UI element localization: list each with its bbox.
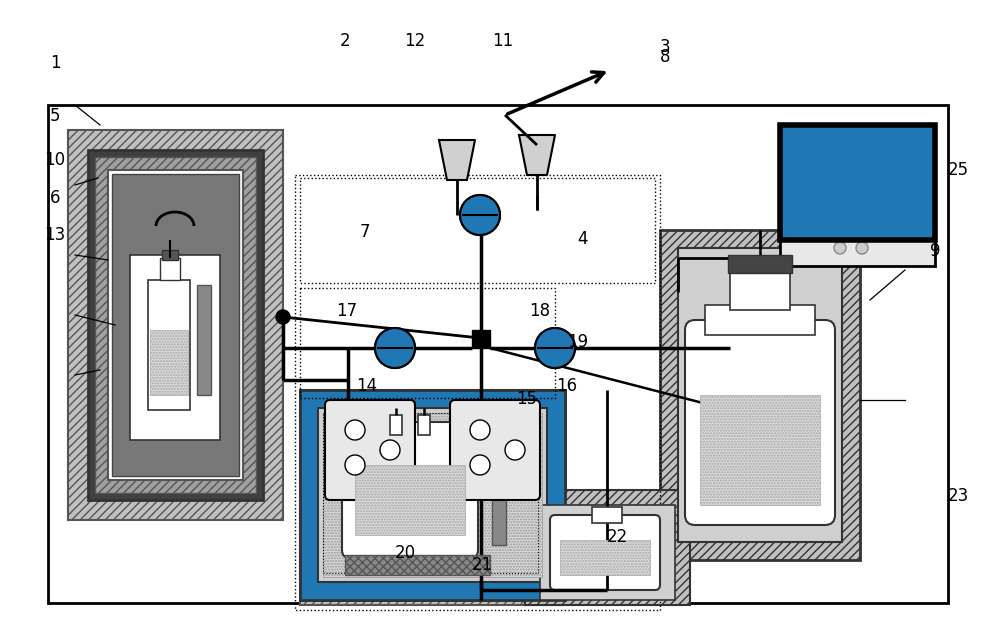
Bar bbox=[780, 125, 935, 240]
Polygon shape bbox=[439, 140, 475, 180]
Text: 11: 11 bbox=[492, 32, 514, 50]
Bar bbox=[355, 465, 465, 535]
Bar bbox=[130, 255, 220, 440]
Circle shape bbox=[460, 195, 500, 235]
Bar bbox=[68, 130, 283, 520]
Text: 22: 22 bbox=[606, 528, 628, 546]
Circle shape bbox=[345, 420, 365, 440]
Bar bbox=[728, 255, 792, 273]
Bar bbox=[88, 150, 263, 500]
Bar bbox=[300, 288, 555, 398]
Text: 19: 19 bbox=[567, 333, 589, 351]
Text: 14: 14 bbox=[356, 377, 378, 395]
Bar bbox=[462, 208, 498, 215]
Text: 2: 2 bbox=[340, 32, 350, 50]
Text: 13: 13 bbox=[44, 227, 66, 244]
Text: 16: 16 bbox=[556, 377, 578, 395]
Text: 3: 3 bbox=[660, 38, 670, 56]
Bar bbox=[48, 105, 948, 603]
Circle shape bbox=[380, 440, 400, 460]
Bar bbox=[525, 490, 690, 605]
Bar bbox=[700, 395, 820, 505]
Circle shape bbox=[505, 440, 525, 460]
FancyBboxPatch shape bbox=[550, 515, 660, 590]
Bar bbox=[160, 258, 180, 280]
Bar bbox=[148, 280, 190, 410]
Bar bbox=[390, 415, 402, 435]
Text: 20: 20 bbox=[394, 544, 416, 561]
Circle shape bbox=[834, 242, 846, 254]
Text: 12: 12 bbox=[404, 32, 426, 50]
Circle shape bbox=[856, 242, 868, 254]
Bar bbox=[112, 174, 239, 476]
Text: 5: 5 bbox=[50, 107, 60, 125]
Text: 4: 4 bbox=[577, 230, 587, 247]
Circle shape bbox=[470, 420, 490, 440]
Text: 9: 9 bbox=[930, 242, 940, 260]
Circle shape bbox=[535, 328, 575, 368]
Bar bbox=[472, 330, 490, 348]
Bar bbox=[678, 248, 842, 542]
Circle shape bbox=[460, 195, 500, 235]
Bar bbox=[162, 250, 178, 260]
FancyBboxPatch shape bbox=[342, 422, 478, 558]
Bar bbox=[323, 413, 538, 573]
Circle shape bbox=[276, 310, 290, 324]
FancyBboxPatch shape bbox=[685, 320, 835, 525]
Text: 18: 18 bbox=[529, 302, 551, 320]
Bar bbox=[790, 133, 923, 221]
Text: 7: 7 bbox=[360, 224, 370, 241]
Text: 25: 25 bbox=[947, 161, 969, 178]
Bar bbox=[300, 178, 655, 283]
Text: 15: 15 bbox=[516, 390, 538, 408]
Text: 8: 8 bbox=[660, 48, 670, 65]
Circle shape bbox=[345, 455, 365, 475]
Bar bbox=[492, 415, 506, 545]
Bar bbox=[780, 236, 935, 266]
Bar bbox=[197, 285, 211, 395]
FancyBboxPatch shape bbox=[450, 400, 540, 500]
Bar bbox=[300, 390, 565, 600]
Bar bbox=[560, 540, 650, 575]
Bar bbox=[462, 215, 498, 222]
Bar bbox=[323, 413, 542, 577]
Circle shape bbox=[375, 328, 415, 368]
Bar bbox=[108, 170, 243, 480]
Polygon shape bbox=[519, 135, 555, 175]
Bar bbox=[95, 157, 256, 493]
Bar bbox=[318, 408, 547, 582]
Circle shape bbox=[470, 455, 490, 475]
Bar bbox=[730, 270, 790, 310]
Bar bbox=[780, 125, 935, 240]
Bar bbox=[537, 341, 573, 348]
Bar bbox=[537, 348, 573, 355]
Bar bbox=[592, 507, 622, 523]
Text: 17: 17 bbox=[336, 302, 358, 320]
Bar bbox=[705, 305, 815, 335]
FancyBboxPatch shape bbox=[325, 400, 415, 500]
Bar bbox=[377, 341, 413, 348]
Bar bbox=[540, 505, 675, 600]
Text: 10: 10 bbox=[44, 151, 66, 169]
Text: 6: 6 bbox=[50, 189, 60, 207]
Bar bbox=[295, 175, 660, 610]
Bar bbox=[660, 230, 860, 560]
Bar bbox=[300, 500, 565, 580]
Text: 21: 21 bbox=[471, 556, 493, 574]
Bar bbox=[300, 390, 565, 600]
Bar bbox=[377, 348, 413, 355]
Text: 23: 23 bbox=[947, 487, 969, 505]
Circle shape bbox=[375, 328, 415, 368]
Bar bbox=[300, 390, 565, 605]
Circle shape bbox=[535, 328, 575, 368]
Text: 1: 1 bbox=[50, 54, 60, 72]
Bar bbox=[150, 330, 188, 395]
Bar bbox=[418, 415, 430, 435]
Bar bbox=[345, 555, 490, 575]
